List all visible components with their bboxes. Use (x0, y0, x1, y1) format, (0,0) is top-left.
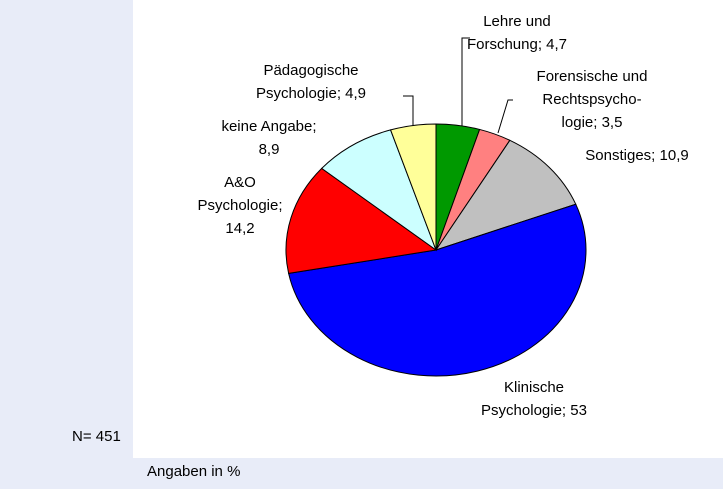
leader-line (403, 95, 414, 128)
pie-slice (288, 203, 587, 377)
data-label: 8,9 (259, 141, 280, 158)
data-label: Lehre und (483, 13, 551, 30)
data-label: Psychologie; (197, 197, 282, 214)
data-label: Psychologie; 53 (481, 402, 587, 419)
data-label: Forensische und (537, 68, 648, 85)
leader-line (497, 99, 513, 134)
data-label: 14,2 (225, 220, 254, 237)
leader-line (461, 37, 470, 128)
data-label: logie; 3,5 (562, 114, 623, 131)
data-label: keine Angabe; (221, 118, 316, 135)
pie-slice (389, 123, 437, 251)
data-label: Forschung; 4,7 (467, 36, 567, 53)
data-label: Pädagogische (263, 62, 358, 79)
pie-slice (434, 139, 577, 251)
data-label: Sonstiges; 10,9 (585, 147, 688, 164)
data-label: Klinische (504, 379, 564, 396)
data-label: A&O (224, 174, 256, 191)
data-label: Rechtspsycho- (542, 91, 641, 108)
footnote: Angaben in % (147, 463, 240, 480)
pie-slice (285, 167, 438, 274)
sample-size: N= 451 (72, 428, 121, 445)
data-label: Psychologie; 4,9 (256, 85, 366, 102)
pie-slice (320, 129, 438, 252)
